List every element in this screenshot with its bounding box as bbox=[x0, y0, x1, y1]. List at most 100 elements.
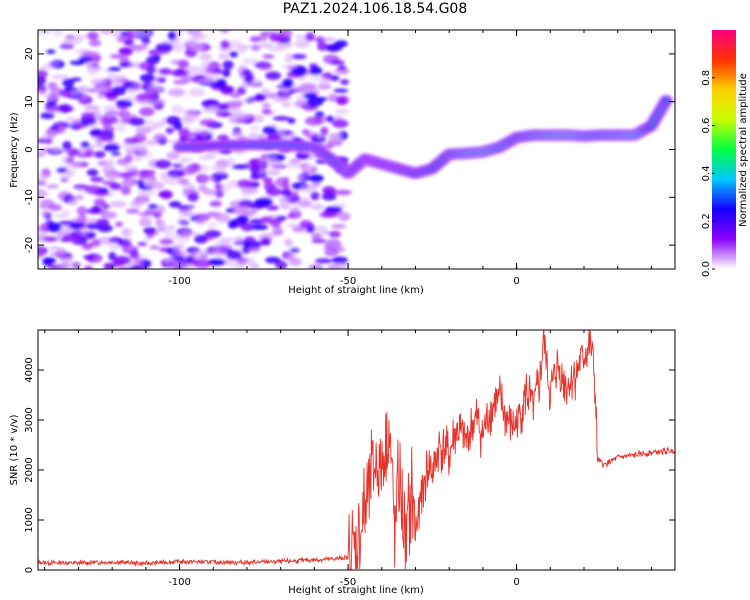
spectrogram-noise-blob bbox=[145, 89, 160, 100]
spectrogram-noise-blob bbox=[96, 135, 115, 142]
colorbar-ticks: 0.0 0.2 0.4 0.6 0.8 bbox=[701, 70, 715, 277]
spectrogram-noise-blob bbox=[44, 104, 63, 112]
snr-panel: -100 -50 0 0 1000 2000 3000 4000 Height of stra… bbox=[9, 329, 676, 596]
spectrogram-noise-blob bbox=[170, 104, 184, 115]
spectrogram-noise-blob bbox=[47, 222, 62, 233]
spectrogram-noise-blob bbox=[50, 146, 60, 153]
spectrogram-noise-blob bbox=[199, 118, 217, 127]
spectrogram-noise-blob bbox=[94, 254, 103, 263]
spectrogram-noise-blob bbox=[322, 186, 336, 195]
spectrogram-noise-blob bbox=[115, 122, 127, 133]
spectrogram-noise-blob bbox=[299, 163, 308, 169]
spectrogram-noise-blob bbox=[39, 64, 56, 70]
spectrogram-noise-blob bbox=[251, 181, 260, 188]
spectrogram-noise-blob bbox=[111, 151, 121, 156]
spectrogram-noise-blob bbox=[60, 177, 69, 183]
spectrogram-noise-blob bbox=[103, 104, 117, 112]
spectrogram-noise-blob bbox=[241, 186, 259, 195]
spectrogram-noise-blob bbox=[157, 220, 166, 228]
spectrogram-noise-blob bbox=[215, 170, 226, 176]
spectrogram-noise-blob bbox=[281, 87, 291, 94]
spectrogram-noise-blob bbox=[275, 96, 293, 102]
spectrogram-noise-blob bbox=[130, 45, 146, 50]
spectrogram-noise-blob bbox=[118, 47, 134, 55]
spectrogram-noise-blob bbox=[229, 51, 239, 58]
spectrogram-noise-blob bbox=[87, 88, 100, 93]
spectrogram-noise-blob bbox=[123, 164, 139, 173]
spectrogram-noise-blob bbox=[44, 95, 57, 101]
spectrogram-noise-blob bbox=[295, 153, 307, 159]
spectrogram-noise-blob bbox=[62, 78, 75, 88]
spectrogram-noise-blob bbox=[199, 52, 212, 61]
spectrogram-noise-blob bbox=[291, 226, 305, 233]
spectrogram-noise-blob bbox=[116, 104, 128, 110]
spectrogram-noise-blob bbox=[166, 151, 180, 161]
spectrogram-noise-blob bbox=[222, 69, 231, 78]
spectrogram-noise-blob bbox=[242, 257, 255, 266]
spectrogram-noise-blob bbox=[172, 250, 187, 256]
spectrogram-noise-blob bbox=[56, 167, 68, 173]
spectrogram-noise-blob bbox=[80, 115, 97, 126]
spectrogram-noise-blob bbox=[324, 238, 342, 249]
spectrogram-noise-blob bbox=[255, 198, 273, 206]
spectrogram-noise-blob bbox=[85, 148, 95, 158]
spectrogram-noise-blob bbox=[90, 176, 104, 183]
spectrogram-noise-blob bbox=[230, 92, 241, 99]
spectrogram-noise-blob bbox=[187, 192, 199, 202]
spectrogram-noise-blob bbox=[112, 85, 127, 96]
spectrogram-noise-blob bbox=[301, 129, 311, 136]
spectrogram-noise-blob bbox=[279, 30, 293, 39]
spectrogram-noise-blob bbox=[194, 216, 206, 226]
spectrogram-noise-blob bbox=[83, 51, 100, 56]
spectrogram-noise-blob bbox=[272, 226, 284, 236]
spectrogram-noise-blob bbox=[38, 76, 46, 86]
spectrogram-noise-blob bbox=[109, 200, 127, 208]
spectrogram-noise-blob bbox=[144, 208, 154, 216]
spectrogram-noise-blob bbox=[285, 160, 301, 170]
spectrogram-noise-blob bbox=[120, 240, 132, 249]
spectrogram-noise-blob bbox=[227, 219, 238, 229]
spectrogram-noise-blob bbox=[186, 30, 203, 35]
spectrogram-noise-blob bbox=[324, 247, 339, 257]
spectrogram-noise-blob bbox=[265, 71, 282, 81]
colorbar-tick-label: 0.4 bbox=[701, 165, 712, 181]
spectrogram-noise-blob bbox=[261, 237, 272, 246]
snr-xtick-label: 0 bbox=[513, 577, 519, 588]
spectrogram-noise-blob bbox=[336, 95, 347, 106]
spectrogram-noise-blob bbox=[229, 108, 244, 118]
spectrogram-noise-blob bbox=[225, 208, 235, 214]
spectrogram-noise-blob bbox=[153, 133, 167, 142]
snr-series-line bbox=[38, 330, 675, 570]
spectrogram-noise-blob bbox=[58, 220, 75, 226]
spectrogram-noise-blob bbox=[150, 98, 167, 104]
spectrogram-noise-blob bbox=[291, 83, 302, 91]
spectrogram-noise-blob bbox=[236, 86, 247, 95]
spectrogram-noise-blob bbox=[249, 158, 260, 167]
spectrogram-noise-blob bbox=[171, 68, 189, 77]
spectrogram-noise-blob bbox=[219, 85, 235, 94]
spectrogram-noise-blob bbox=[59, 237, 71, 242]
spectrogram-noise-blob bbox=[230, 131, 244, 138]
spectrogram-noise-blob bbox=[266, 169, 281, 176]
spectrogram-noise-blob bbox=[144, 125, 159, 131]
snr-ytick-label: 3000 bbox=[24, 407, 35, 432]
spectrogram-noise-blob bbox=[120, 186, 131, 195]
spectrogram-noise-blob bbox=[38, 151, 46, 157]
spectrogram-xtick-label: -50 bbox=[340, 276, 356, 287]
spectrogram-noise-blob bbox=[338, 211, 351, 222]
spectrogram-noise-blob bbox=[231, 164, 250, 170]
spectrogram-noise-blob bbox=[284, 238, 293, 247]
spectrogram-noise-blob bbox=[306, 97, 324, 107]
spectrogram-noise-blob bbox=[46, 49, 56, 54]
spectrogram-noise-blob bbox=[69, 89, 80, 97]
spectrogram-noise-blob bbox=[81, 242, 94, 250]
spectrogram-noise-blob bbox=[137, 188, 155, 197]
spectrogram-noise-blob bbox=[137, 143, 148, 153]
spectrogram-noise-blob bbox=[159, 247, 171, 253]
spectrogram-noise-blob bbox=[279, 202, 291, 210]
spectrogram-noise-blob bbox=[144, 179, 156, 189]
spectrogram-noise-blob bbox=[279, 196, 290, 202]
spectrogram-noise-blob bbox=[334, 132, 343, 140]
spectrogram-noise-blob bbox=[294, 40, 311, 48]
